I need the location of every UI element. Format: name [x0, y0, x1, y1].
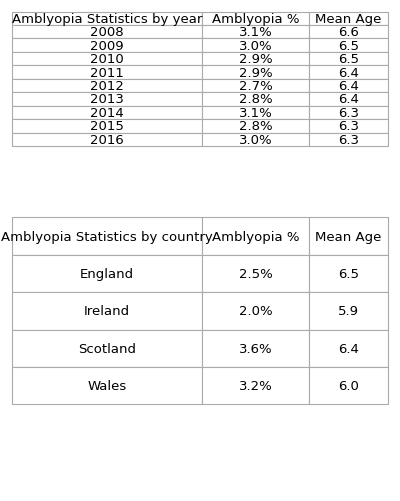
Text: 3.0%: 3.0%: [239, 134, 272, 147]
Text: 2015: 2015: [90, 120, 124, 133]
Bar: [309, 330, 388, 367]
Text: 2.9%: 2.9%: [239, 53, 272, 66]
Bar: [309, 367, 388, 405]
Bar: [309, 26, 388, 40]
Text: 6.6: 6.6: [338, 26, 359, 39]
Text: 6.4: 6.4: [338, 342, 359, 355]
Text: 6.0: 6.0: [338, 379, 359, 392]
Bar: [202, 293, 309, 330]
Text: Wales: Wales: [87, 379, 126, 392]
Text: 3.1%: 3.1%: [238, 26, 272, 39]
Bar: [12, 93, 202, 107]
Text: Amblyopia %: Amblyopia %: [212, 13, 299, 26]
Bar: [12, 107, 202, 120]
Text: 2.8%: 2.8%: [239, 120, 272, 133]
Text: 6.4: 6.4: [338, 67, 359, 80]
Bar: [202, 40, 309, 53]
Text: 2010: 2010: [90, 53, 124, 66]
Bar: [309, 80, 388, 93]
Bar: [12, 218, 202, 256]
Bar: [202, 53, 309, 66]
Bar: [309, 13, 388, 26]
Text: 3.2%: 3.2%: [238, 379, 272, 392]
Text: 2008: 2008: [90, 26, 124, 39]
Bar: [12, 66, 202, 80]
Bar: [12, 133, 202, 147]
Bar: [309, 107, 388, 120]
Bar: [309, 120, 388, 133]
Text: 6.4: 6.4: [338, 80, 359, 93]
Bar: [12, 120, 202, 133]
Text: 2011: 2011: [90, 67, 124, 80]
Text: 3.1%: 3.1%: [238, 107, 272, 120]
Bar: [12, 367, 202, 405]
Text: Mean Age: Mean Age: [315, 13, 382, 26]
Bar: [309, 133, 388, 147]
Bar: [202, 80, 309, 93]
Text: Amblyopia %: Amblyopia %: [212, 230, 299, 243]
Text: 3.0%: 3.0%: [239, 40, 272, 53]
Text: Ireland: Ireland: [84, 305, 130, 318]
Bar: [12, 80, 202, 93]
Bar: [12, 53, 202, 66]
Text: 5.9: 5.9: [338, 305, 359, 318]
Bar: [202, 133, 309, 147]
Bar: [309, 66, 388, 80]
Bar: [12, 40, 202, 53]
Bar: [309, 293, 388, 330]
Bar: [12, 330, 202, 367]
Bar: [202, 93, 309, 107]
Text: 2014: 2014: [90, 107, 124, 120]
Text: 6.5: 6.5: [338, 268, 359, 281]
Bar: [12, 256, 202, 293]
Bar: [12, 293, 202, 330]
Bar: [12, 26, 202, 40]
Text: 2016: 2016: [90, 134, 124, 147]
Bar: [309, 53, 388, 66]
Text: 2012: 2012: [90, 80, 124, 93]
Bar: [202, 13, 309, 26]
Bar: [309, 256, 388, 293]
Text: England: England: [80, 268, 134, 281]
Bar: [202, 367, 309, 405]
Text: 2.9%: 2.9%: [239, 67, 272, 80]
Text: 2.7%: 2.7%: [238, 80, 272, 93]
Text: 6.3: 6.3: [338, 134, 359, 147]
Text: 6.5: 6.5: [338, 40, 359, 53]
Text: 2.5%: 2.5%: [238, 268, 272, 281]
Bar: [202, 330, 309, 367]
Text: Amblyopia Statistics by country: Amblyopia Statistics by country: [1, 230, 213, 243]
Text: 2.0%: 2.0%: [239, 305, 272, 318]
Bar: [202, 107, 309, 120]
Bar: [309, 40, 388, 53]
Bar: [202, 66, 309, 80]
Bar: [309, 93, 388, 107]
Bar: [202, 218, 309, 256]
Bar: [309, 218, 388, 256]
Text: 6.3: 6.3: [338, 120, 359, 133]
Text: Amblyopia Statistics by year: Amblyopia Statistics by year: [12, 13, 202, 26]
Text: 2013: 2013: [90, 93, 124, 106]
Text: 6.5: 6.5: [338, 53, 359, 66]
Text: 6.4: 6.4: [338, 93, 359, 106]
Text: 2009: 2009: [90, 40, 124, 53]
Bar: [202, 26, 309, 40]
Text: Mean Age: Mean Age: [315, 230, 382, 243]
Bar: [202, 256, 309, 293]
Text: Scotland: Scotland: [78, 342, 136, 355]
Text: 6.3: 6.3: [338, 107, 359, 120]
Bar: [202, 120, 309, 133]
Text: 3.6%: 3.6%: [239, 342, 272, 355]
Bar: [12, 13, 202, 26]
Text: 2.8%: 2.8%: [239, 93, 272, 106]
